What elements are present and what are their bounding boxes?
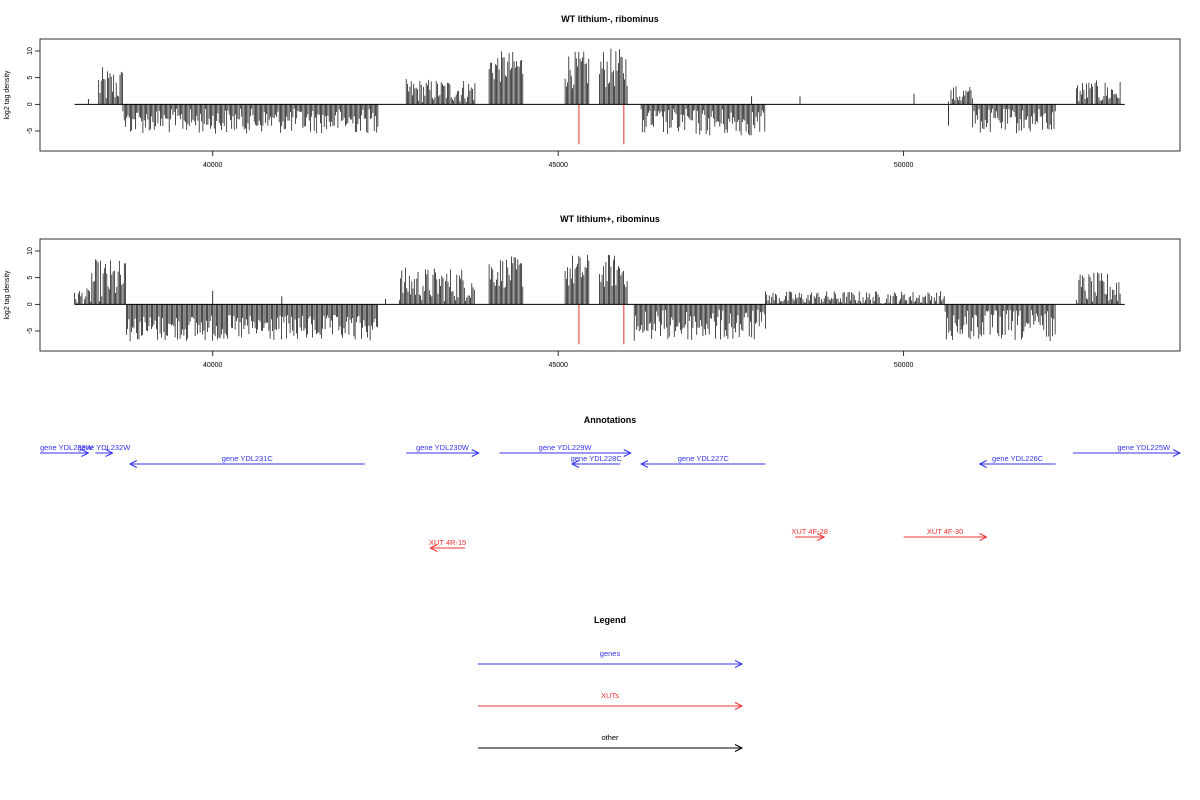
y-tick-label: 0 xyxy=(27,102,34,106)
xut-arrow-head xyxy=(979,533,988,541)
gene-arrow-label: gene YDL229W xyxy=(539,443,593,452)
gene-arrow-label: gene YDL231C xyxy=(222,454,274,463)
plot-frame xyxy=(39,238,1181,352)
legend-label: XUTs xyxy=(601,691,619,700)
legend-arrow-head xyxy=(734,660,744,668)
y-tick-label: -5 xyxy=(27,328,34,334)
gene-arrow-head xyxy=(978,460,987,468)
gene-arrow-head xyxy=(128,460,138,468)
y-tick-label: -5 xyxy=(27,128,34,134)
x-tick-label: 40000 xyxy=(203,362,223,369)
legend-arrow-head xyxy=(734,702,744,710)
annotations-title: Annotations xyxy=(584,415,637,425)
xut-arrow-head xyxy=(429,544,438,552)
gene-arrow-label: gene YDL233W xyxy=(40,443,94,452)
gene-arrow-head xyxy=(105,449,114,457)
xut-arrow-label: XUT 4F-28 xyxy=(791,527,828,536)
signal-bars xyxy=(87,48,1121,145)
x-tick-label: 40000 xyxy=(203,162,223,169)
y-tick-label: 5 xyxy=(27,76,34,80)
x-tick-label: 50000 xyxy=(894,362,914,369)
signal-bars xyxy=(74,254,1121,345)
gene-arrow-label: gene YDL232W xyxy=(77,443,131,452)
axes: -5 0 5 10 40000 45000 50000 xyxy=(27,47,1125,169)
gene-arrow-label: gene YDL230W xyxy=(416,443,470,452)
y-axis-label: log2 tag density xyxy=(4,70,11,120)
y-tick-label: 5 xyxy=(27,276,34,280)
legend-label: genes xyxy=(600,649,621,658)
gene-arrow-head xyxy=(639,460,649,468)
gene-arrow-head xyxy=(1172,449,1182,457)
x-tick-label: 45000 xyxy=(548,162,568,169)
legend-arrow-head xyxy=(734,744,744,752)
gene-arrow-label: gene YDL226C xyxy=(992,454,1044,463)
gene-arrow-head xyxy=(623,449,632,457)
gene-arrow-label: gene YDL228C xyxy=(571,454,623,463)
legend-panel: Legend genes XUTs other xyxy=(478,615,744,752)
y-tick-label: 0 xyxy=(27,302,34,306)
y-tick-label: 10 xyxy=(27,247,34,255)
legend-label: other xyxy=(601,733,619,742)
xut-arrow-label: XUT 4R-15 xyxy=(429,538,466,547)
panel-title: WT lithium+, ribominus xyxy=(560,214,660,224)
plot-frame xyxy=(39,38,1181,152)
gene-arrow-head xyxy=(81,449,90,457)
y-axis-label: log2 tag density xyxy=(4,270,11,320)
xut-arrow-label: XUT 4F-30 xyxy=(927,527,964,536)
x-tick-label: 50000 xyxy=(894,162,914,169)
gene-arrow-label: gene YDL225W xyxy=(1117,443,1171,452)
x-tick-label: 45000 xyxy=(548,362,568,369)
y-tick-label: 10 xyxy=(27,47,34,55)
axes: -5 0 5 10 40000 45000 50000 xyxy=(27,247,1125,369)
gene-arrow-head xyxy=(570,460,580,468)
gene-arrow-label: gene YDL227C xyxy=(678,454,730,463)
legend-title: Legend xyxy=(594,615,626,625)
xut-arrow-head xyxy=(816,533,826,541)
legend-items: genes XUTs other xyxy=(478,649,744,752)
panel-title: WT lithium-, ribominus xyxy=(561,14,659,24)
track-panel-lithium-plus: WT lithium+, ribominus -5 0 5 10 40000 45000 5… xyxy=(4,214,1181,369)
track-panel-lithium-minus: WT lithium-, ribominus -5 0 5 10 40000 45000 5… xyxy=(4,14,1181,169)
gene-arrow-head xyxy=(471,449,480,457)
